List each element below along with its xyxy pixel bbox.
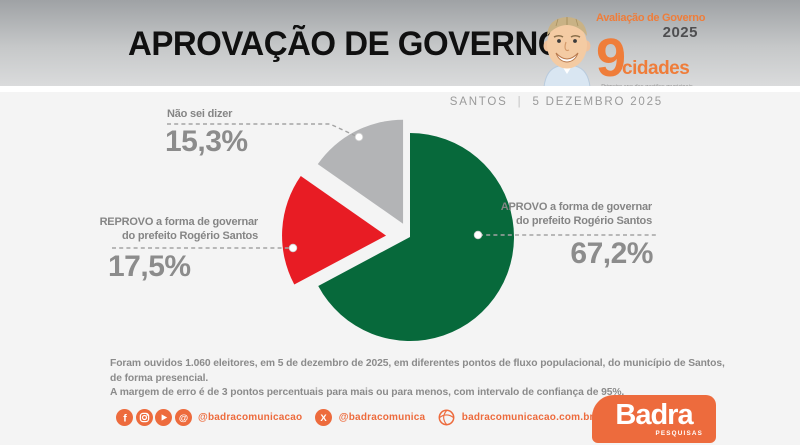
date-label: 5 DEZEMBRO 2025 [532,96,663,108]
pie-slice-2 [317,119,404,224]
svg-text:f: f [123,413,127,425]
youtube-icon[interactable] [155,409,172,426]
marker-dot-nao-sei [354,132,364,142]
pie-slice-0 [318,133,514,341]
badra-logo[interactable]: Badra PESQUISAS [592,395,716,443]
instagram-icon[interactable] [135,409,153,426]
value-nao-sei: 15,3% [165,125,248,158]
brand-name: Badra [615,399,693,431]
city-label: SANTOS [449,96,508,108]
city-date-separator: | [517,96,523,108]
methodology-footnote: Foram ouvidos 1.060 eleitores, em 5 de d… [110,357,730,401]
header-band: APROVAÇÃO DE GOVERNO Avaliação de Govern… [0,0,800,90]
social-links-row: f @ @badracomunicacao X @badracomunica b… [116,409,594,426]
marker-dot-reprovo [288,243,298,253]
brand-subtitle: PESQUISAS [655,430,703,437]
label-nao-sei: Não sei dizer [167,108,233,120]
header-separator [0,86,800,92]
value-aprovo: 67,2% [570,237,653,270]
approval-pie-chart [112,119,657,341]
badge-big-nine: 9 [596,28,626,88]
x-icon[interactable]: X [315,409,333,426]
badge-cities-word: cidades [622,58,690,79]
svg-text:@: @ [178,413,187,424]
footnote-line-2: A margem de erro é de 3 pontos percentua… [110,387,625,398]
social-handle-main[interactable]: @badracomunicacao [198,412,303,423]
website-link[interactable]: badracomunicacao.com.br [461,412,594,423]
svg-text:X: X [321,413,328,424]
value-reprovo: 17,5% [108,250,191,283]
social-handle-x[interactable]: @badracomunica [338,412,426,423]
pie-slice-1 [282,176,387,285]
page-title: APROVAÇÃO DE GOVERNO [128,25,563,63]
nine-cities-badge: Avaliação de Governo 2025 9 cidades Prim… [596,12,706,90]
threads-icon[interactable]: @ [174,409,192,426]
badge-year: 2025 [662,24,698,41]
leader-line-nao-sei [167,123,359,138]
mayor-caricature-avatar [543,17,591,87]
footnote-line-1: Foram ouvidos 1.060 eleitores, em 5 de d… [110,358,725,384]
pie-slices [282,119,514,341]
label-reprovo: REPROVO a forma de governar do prefeito … [99,216,259,242]
badge-caption: Avaliação de Governo [596,12,706,24]
facebook-icon[interactable]: f [116,409,133,426]
city-date-bar: SANTOS | 5 DEZEMBRO 2025 [450,96,663,108]
globe-icon[interactable] [438,409,455,426]
marker-dot-aprovo [473,230,483,240]
label-aprovo: APROVO a forma de governar do prefeito R… [500,201,652,227]
